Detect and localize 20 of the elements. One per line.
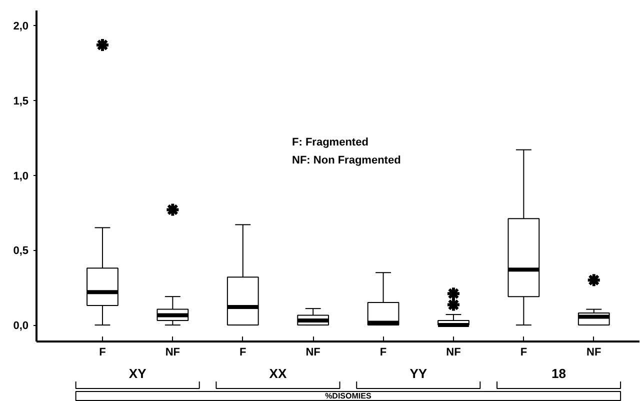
text: 18: [552, 366, 566, 381]
x-tick-label: F: [240, 346, 247, 358]
text: YY: [410, 366, 428, 381]
y-tick-label: 0,0: [13, 320, 29, 332]
x-tick-label: F: [380, 346, 387, 358]
annotation: NF: Non Fragmented: [292, 154, 401, 166]
x-tick-label: F: [520, 346, 528, 358]
y-tick-label: 1,0: [13, 170, 29, 182]
annotation: F: Fragmented: [292, 136, 368, 148]
x-axis-title: %DISOMIES: [325, 392, 372, 400]
x-tick-label: NF: [586, 346, 602, 358]
text: XX: [269, 366, 287, 381]
text: XY: [128, 366, 147, 381]
x-tick-label: F: [99, 346, 106, 358]
x-tick-label: NF: [446, 346, 462, 358]
y-tick-label: 0,5: [13, 245, 29, 258]
y-tick-label: 1,5: [13, 95, 29, 108]
y-tick-label: 2,0: [13, 20, 29, 32]
x-tick-label: NF: [165, 346, 180, 358]
x-tick-label: NF: [306, 346, 321, 358]
